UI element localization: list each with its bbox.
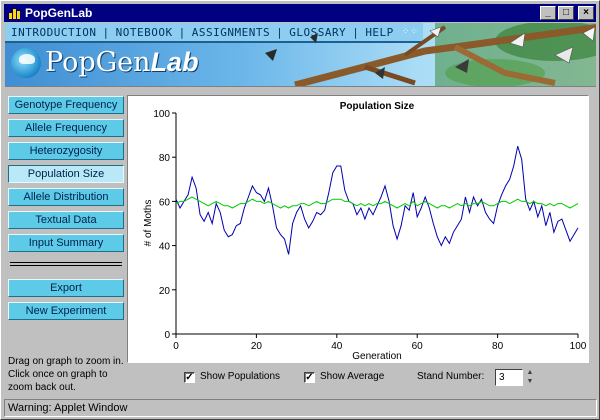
nav-notebook[interactable]: NOTEBOOK	[115, 25, 173, 39]
x-tick-label: 100	[570, 341, 587, 352]
population-size-graph[interactable]: Population Size Generation # of Moths 0 2…	[127, 95, 589, 363]
show-average-checkbox[interactable]: ✓	[304, 372, 315, 383]
stand-number-input[interactable]: 3	[495, 369, 523, 386]
stand-number-label: Stand Number:	[417, 371, 485, 382]
input-summary-button[interactable]: Input Summary	[8, 234, 124, 252]
spin-up-arrow-icon[interactable]: ▲	[526, 369, 534, 376]
nav-glossary[interactable]: GLOSSARY	[289, 25, 347, 39]
nav-separator: |	[276, 25, 284, 39]
y-tick-label: 40	[159, 242, 171, 253]
nav-dots: ⁘⁘	[401, 27, 419, 37]
x-tick-label: 60	[412, 341, 424, 352]
genotype-frequency-button[interactable]: Genotype Frequency	[8, 96, 124, 114]
new-experiment-button[interactable]: New Experiment	[8, 302, 124, 320]
y-tick-label: 80	[159, 153, 171, 164]
average-series-line	[175, 196, 579, 209]
nav-separator: |	[178, 25, 186, 39]
logo-text-bold: Lab	[150, 47, 199, 77]
chart-series-layer	[175, 146, 579, 255]
chart-title: Population Size	[340, 101, 415, 112]
nav-separator: |	[102, 25, 110, 39]
chart-svg[interactable]: Population Size Generation # of Moths 0 2…	[128, 96, 588, 362]
allele-frequency-button[interactable]: Allele Frequency	[8, 119, 124, 137]
allele-distribution-button[interactable]: Allele Distribution	[8, 188, 124, 206]
logo-text: PopGenLab	[45, 47, 199, 78]
top-nav: INTRODUCTION | NOTEBOOK | ASSIGNMENTS | …	[5, 23, 423, 43]
logo-globe-icon	[11, 47, 41, 78]
x-tick-label: 20	[251, 341, 263, 352]
population-size-button[interactable]: Population Size	[8, 165, 124, 183]
graph-controls: ✓ Show Populations ✓ Show Average Stand …	[181, 369, 581, 389]
nav-separator: |	[352, 25, 360, 39]
header-banner: INTRODUCTION | NOTEBOOK | ASSIGNMENTS | …	[5, 23, 596, 87]
y-tick-label: 0	[164, 330, 170, 341]
title-bar[interactable]: PopGenLab _ □ ×	[4, 4, 596, 22]
y-tick-label: 60	[159, 197, 171, 208]
show-populations-label[interactable]: Show Populations	[200, 371, 281, 382]
moth-branch-illustration	[265, 23, 596, 86]
popgenlab-logo: PopGenLab	[11, 47, 199, 78]
show-populations-checkbox[interactable]: ✓	[184, 372, 195, 383]
y-tick-label: 100	[153, 109, 170, 120]
status-bar: Warning: Applet Window	[4, 399, 597, 417]
window-title: PopGenLab	[25, 6, 93, 20]
show-average-label[interactable]: Show Average	[320, 371, 385, 382]
chart-axes: 0 20 40 60 80 100 0 20 40 60 80 100	[153, 109, 586, 352]
nav-help[interactable]: HELP	[365, 25, 394, 39]
nav-introduction[interactable]: INTRODUCTION	[11, 25, 97, 39]
java-cup-icon	[7, 6, 21, 20]
x-tick-label: 0	[173, 341, 179, 352]
textual-data-button[interactable]: Textual Data	[8, 211, 124, 229]
close-button[interactable]: ×	[578, 6, 594, 20]
x-axis-label: Generation	[352, 351, 401, 362]
population-series-line	[175, 146, 579, 255]
logo-text-regular: PopGen	[45, 47, 151, 78]
zoom-hint-text: Drag on graph to zoom in. Click once on …	[8, 356, 124, 393]
y-tick-label: 20	[159, 286, 171, 297]
heterozygosity-button[interactable]: Heterozygosity	[8, 142, 124, 160]
export-button[interactable]: Export	[8, 279, 124, 297]
x-tick-label: 40	[331, 341, 343, 352]
y-axis-label: # of Moths	[143, 200, 154, 247]
nav-assignments[interactable]: ASSIGNMENTS	[191, 25, 271, 39]
maximize-button[interactable]: □	[558, 6, 574, 20]
minimize-button[interactable]: _	[540, 6, 556, 20]
spin-down-arrow-icon[interactable]: ▼	[526, 378, 534, 385]
x-tick-label: 80	[492, 341, 504, 352]
sidebar-divider	[10, 262, 122, 266]
